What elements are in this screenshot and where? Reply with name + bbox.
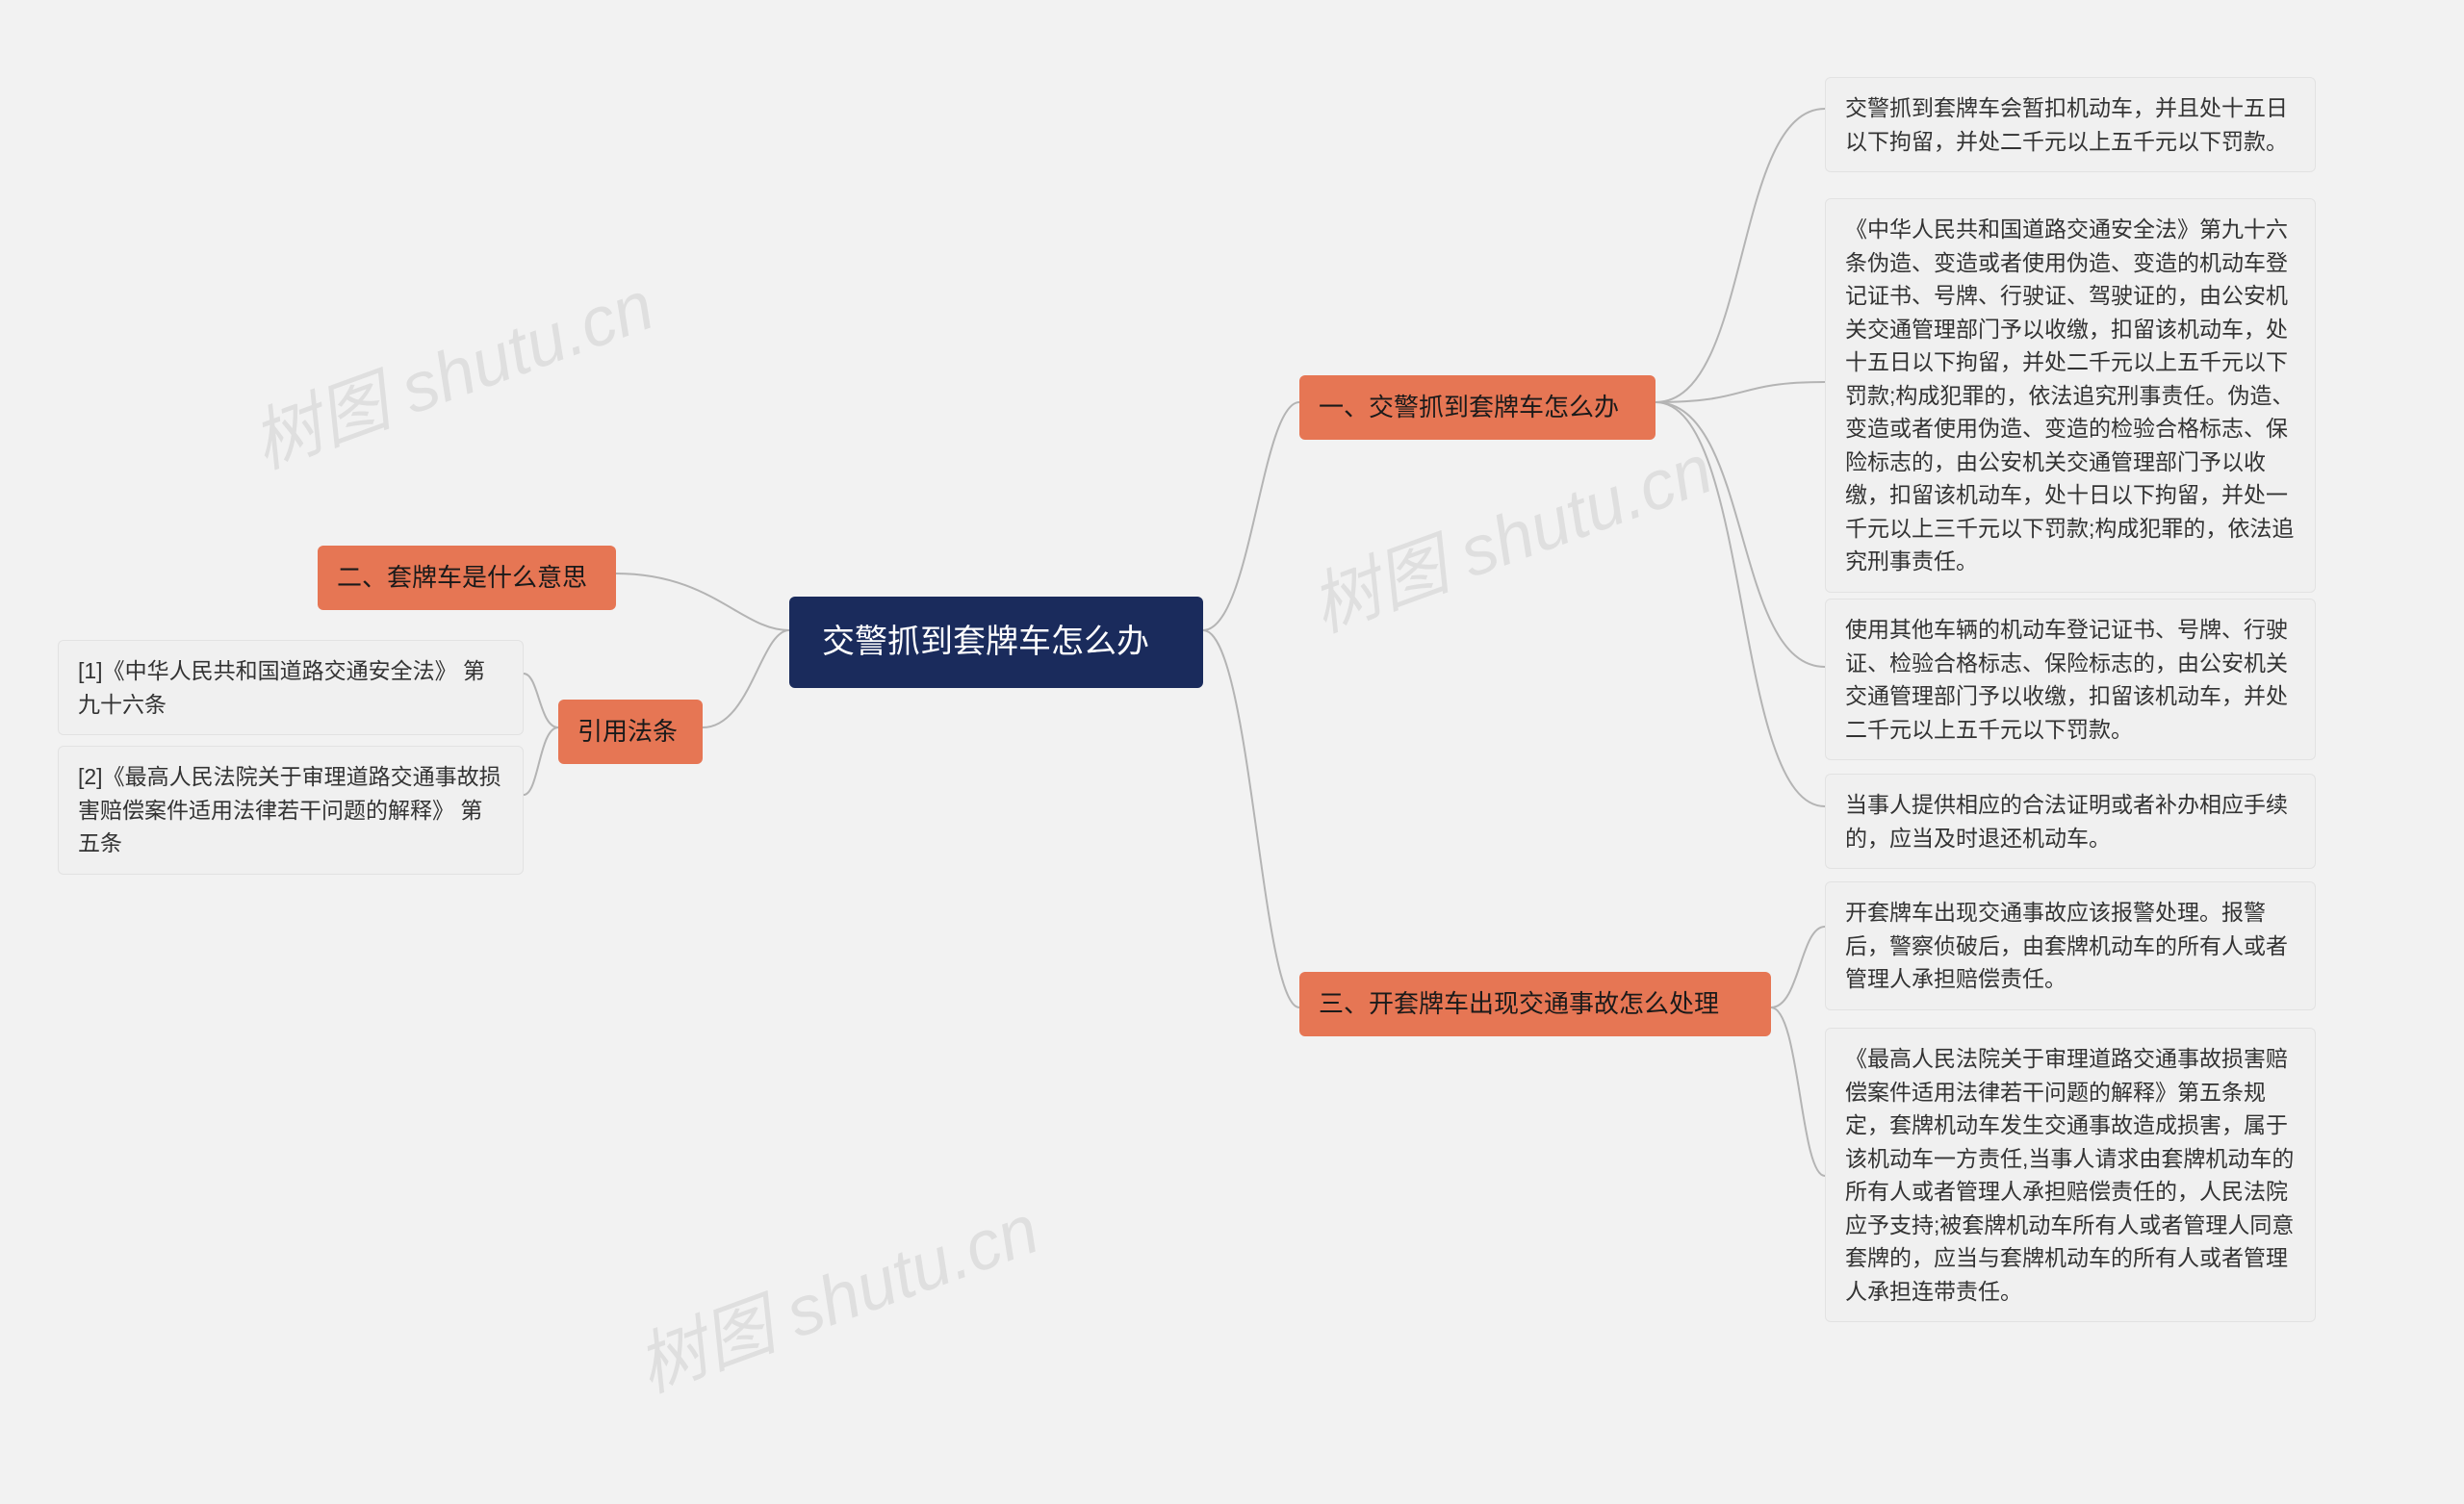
- branch-2: 二、套牌车是什么意思: [318, 546, 616, 610]
- branch-references: 引用法条: [558, 700, 703, 764]
- watermark: 树图 shutu.cn: [1295, 413, 1724, 651]
- leaf-b1-1: 交警抓到套牌车会暂扣机动车，并且处十五日以下拘留，并处二千元以上五千元以下罚款。: [1825, 77, 2316, 172]
- leaf-b1-4: 当事人提供相应的合法证明或者补办相应手续的，应当及时退还机动车。: [1825, 774, 2316, 869]
- watermark: 树图 shutu.cn: [621, 1173, 1050, 1412]
- leaf-b3-2: 《最高人民法院关于审理道路交通事故损害赔偿案件适用法律若干问题的解释》第五条规定…: [1825, 1028, 2316, 1322]
- leaf-ref-1: [1]《中华人民共和国道路交通安全法》 第九十六条: [58, 640, 524, 735]
- leaf-b1-2: 《中华人民共和国道路交通安全法》第九十六条伪造、变造或者使用伪造、变造的机动车登…: [1825, 198, 2316, 593]
- branch-3: 三、开套牌车出现交通事故怎么处理: [1299, 972, 1771, 1036]
- branch-1: 一、交警抓到套牌车怎么办: [1299, 375, 1656, 440]
- mindmap-root: 交警抓到套牌车怎么办: [789, 597, 1203, 688]
- leaf-ref-2: [2]《最高人民法院关于审理道路交通事故损害赔偿案件适用法律若干问题的解释》 第…: [58, 746, 524, 875]
- watermark: 树图 shutu.cn: [236, 249, 665, 488]
- leaf-b3-1: 开套牌车出现交通事故应该报警处理。报警后，警察侦破后，由套牌机动车的所有人或者管…: [1825, 881, 2316, 1010]
- leaf-b1-3: 使用其他车辆的机动车登记证书、号牌、行驶证、检验合格标志、保险标志的，由公安机关…: [1825, 599, 2316, 760]
